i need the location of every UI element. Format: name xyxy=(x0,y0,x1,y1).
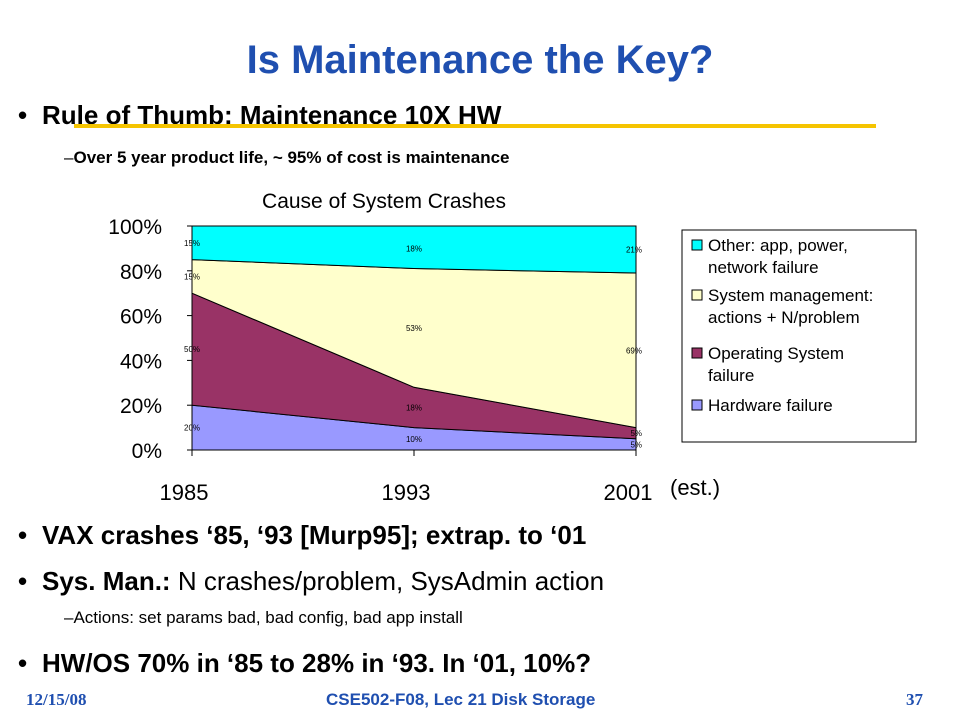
y-tick-label: 0% xyxy=(132,440,162,463)
y-tick-label: 80% xyxy=(120,261,162,284)
bullet-glyph: • xyxy=(18,520,28,550)
bullet-text: HW/OS 70% in ‘85 to 28% in ‘93. In ‘01, … xyxy=(42,648,592,678)
legend-swatch xyxy=(691,289,703,301)
chart-title: Cause of System Crashes xyxy=(262,190,506,213)
bullet-bold-text: Sys. Man.: xyxy=(42,566,171,596)
legend-label: Operating System xyxy=(708,344,844,363)
data-label: 18% xyxy=(406,403,422,412)
bullet-normal-text: N crashes/problem, SysAdmin action xyxy=(170,566,605,596)
data-label: 18% xyxy=(406,244,422,253)
y-tick-label: 60% xyxy=(120,306,162,329)
legend-label: System management: xyxy=(708,286,873,305)
data-label: 21% xyxy=(626,246,642,255)
legend-label: Hardware failure xyxy=(708,396,833,415)
x-axis-note: (est.) xyxy=(670,475,720,500)
data-label: 53% xyxy=(406,324,422,333)
bullet-hw-os: • HW/OS 70% in ‘85 to 28% in ‘93. In ‘01,… xyxy=(18,648,591,679)
y-tick-label: 20% xyxy=(120,395,162,418)
bullet-vax-crashes: • VAX crashes ‘85, ‘93 [Murp95]; extrap. … xyxy=(18,520,586,551)
sub-bullet-text: Actions: set params bad, bad config, bad… xyxy=(73,608,463,627)
footer-course: CSE502-F08, Lec 21 Disk Storage xyxy=(326,690,596,709)
y-tick-label: 100% xyxy=(108,216,162,239)
footer-page-number: 37 xyxy=(906,690,923,709)
legend-label: network failure xyxy=(708,258,819,277)
bullet-text: VAX crashes ‘85, ‘93 [Murp95]; extrap. t… xyxy=(42,520,587,550)
legend-box xyxy=(681,229,917,443)
x-tick-label: 1985 xyxy=(160,480,209,505)
legend-label: Other: app, power, xyxy=(708,236,848,255)
legend-swatch xyxy=(691,399,703,411)
title-underline xyxy=(74,124,876,128)
data-label: 5% xyxy=(630,440,642,449)
y-tick-label: 40% xyxy=(120,350,162,373)
sub-bullet-cost: –Over 5 year product life, ~ 95% of cost… xyxy=(64,148,510,168)
bullet-glyph: • xyxy=(18,100,28,130)
bullet-glyph: • xyxy=(18,648,28,678)
bullet-sys-man: • Sys. Man.: N crashes/problem, SysAdmin … xyxy=(18,566,604,597)
footer-date: 12/15/08 xyxy=(26,690,87,709)
data-label: 69% xyxy=(626,346,642,355)
legend-label: actions + N/problem xyxy=(708,308,860,327)
sub-bullet-text: Over 5 year product life, ~ 95% of cost … xyxy=(73,148,510,167)
x-tick-label: 1993 xyxy=(382,480,431,505)
legend-swatch xyxy=(691,347,703,359)
legend-swatch xyxy=(691,239,703,251)
sub-bullet-actions: –Actions: set params bad, bad config, ba… xyxy=(64,608,463,628)
x-tick-label: 2001 xyxy=(604,480,653,505)
slide-title: Is Maintenance the Key? xyxy=(246,38,714,82)
dash-glyph: – xyxy=(64,608,74,627)
data-label: 10% xyxy=(406,435,422,444)
legend-label: failure xyxy=(708,366,754,385)
dash-glyph: – xyxy=(64,148,74,167)
data-label: 5% xyxy=(630,429,642,438)
bullet-glyph: • xyxy=(18,566,28,596)
